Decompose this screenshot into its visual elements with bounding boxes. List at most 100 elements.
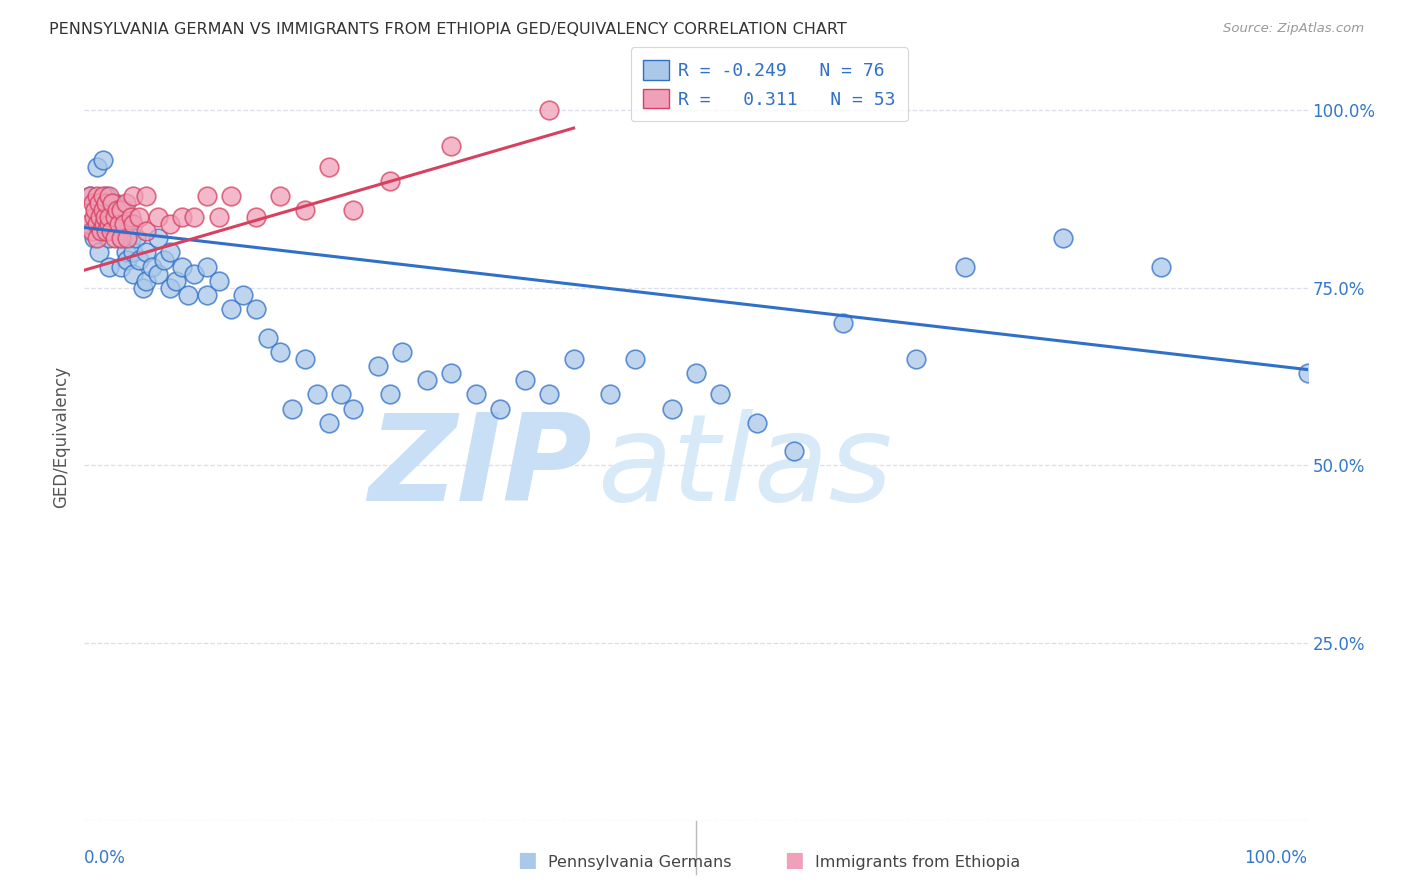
Point <box>93 217 115 231</box>
Point <box>110 231 132 245</box>
Point <box>97 260 120 274</box>
Point <box>100 224 122 238</box>
Text: ■: ■ <box>517 850 537 870</box>
Point <box>125 231 148 245</box>
Point <box>1296 366 1319 380</box>
Point <box>257 331 280 345</box>
Point <box>115 252 138 267</box>
Point <box>330 387 353 401</box>
Point <box>104 195 127 210</box>
Point <box>115 231 138 245</box>
Point <box>79 188 101 202</box>
Point <box>305 387 328 401</box>
Point <box>172 210 194 224</box>
Point <box>122 267 145 281</box>
Point <box>97 217 120 231</box>
Text: 100.0%: 100.0% <box>1244 849 1308 867</box>
Point <box>513 373 536 387</box>
Point <box>96 224 118 238</box>
Point <box>91 188 114 202</box>
Point <box>183 210 205 224</box>
Point <box>94 224 117 238</box>
Point <box>342 401 364 416</box>
Point <box>112 217 135 231</box>
Point <box>318 416 340 430</box>
Point <box>82 195 104 210</box>
Text: ■: ■ <box>785 850 804 870</box>
Point <box>83 231 105 245</box>
Text: Immigrants from Ethiopia: Immigrants from Ethiopia <box>815 855 1021 870</box>
Point <box>208 274 231 288</box>
Point <box>135 245 157 260</box>
Point <box>115 195 138 210</box>
Point <box>110 202 132 217</box>
Point <box>1150 260 1173 274</box>
Point <box>416 373 439 387</box>
Point <box>177 288 200 302</box>
Point <box>159 217 181 231</box>
Point <box>165 274 187 288</box>
Point <box>219 302 242 317</box>
Point <box>122 245 145 260</box>
Point <box>342 202 364 217</box>
Text: Source: ZipAtlas.com: Source: ZipAtlas.com <box>1223 22 1364 36</box>
Point <box>367 359 389 373</box>
Point <box>104 231 127 245</box>
Point <box>747 416 769 430</box>
Point <box>538 387 561 401</box>
Point <box>110 260 132 274</box>
Point <box>110 231 132 245</box>
Point <box>146 231 169 245</box>
Point <box>245 302 267 317</box>
Point <box>107 217 129 231</box>
Point <box>245 210 267 224</box>
Point <box>146 267 169 281</box>
Text: PENNSYLVANIA GERMAN VS IMMIGRANTS FROM ETHIOPIA GED/EQUIVALENCY CORRELATION CHAR: PENNSYLVANIA GERMAN VS IMMIGRANTS FROM E… <box>49 22 846 37</box>
Point <box>86 210 108 224</box>
Point <box>84 202 107 217</box>
Point <box>96 195 118 210</box>
Point <box>624 351 647 366</box>
Point <box>146 210 169 224</box>
Legend: R = -0.249   N = 76, R =   0.311   N = 53: R = -0.249 N = 76, R = 0.311 N = 53 <box>631 47 908 121</box>
Point <box>464 387 486 401</box>
Point <box>153 252 176 267</box>
Point <box>269 344 291 359</box>
Text: 0.0%: 0.0% <box>84 849 127 867</box>
Point <box>86 188 108 202</box>
Point <box>97 202 120 217</box>
Point <box>709 387 731 401</box>
Point <box>122 188 145 202</box>
Text: ZIP: ZIP <box>368 409 592 526</box>
Point <box>115 245 138 260</box>
Point <box>135 188 157 202</box>
Point <box>91 153 114 167</box>
Point <box>112 202 135 217</box>
Point <box>80 224 103 238</box>
Point <box>183 267 205 281</box>
Point <box>318 160 340 174</box>
Point <box>101 195 124 210</box>
Point <box>195 288 218 302</box>
Point <box>562 351 585 366</box>
Point <box>94 210 117 224</box>
Point <box>96 188 118 202</box>
Point <box>83 210 105 224</box>
Point <box>195 260 218 274</box>
Point <box>97 231 120 245</box>
Point <box>135 224 157 238</box>
Point <box>132 281 155 295</box>
Point <box>380 174 402 188</box>
Point <box>79 188 101 202</box>
Point <box>172 260 194 274</box>
Point <box>953 260 976 274</box>
Point <box>90 224 112 238</box>
Point <box>122 217 145 231</box>
Point <box>97 210 120 224</box>
Point <box>120 210 142 224</box>
Point <box>115 224 138 238</box>
Text: atlas: atlas <box>598 409 893 526</box>
Point <box>128 210 150 224</box>
Point <box>195 188 218 202</box>
Point <box>91 195 114 210</box>
